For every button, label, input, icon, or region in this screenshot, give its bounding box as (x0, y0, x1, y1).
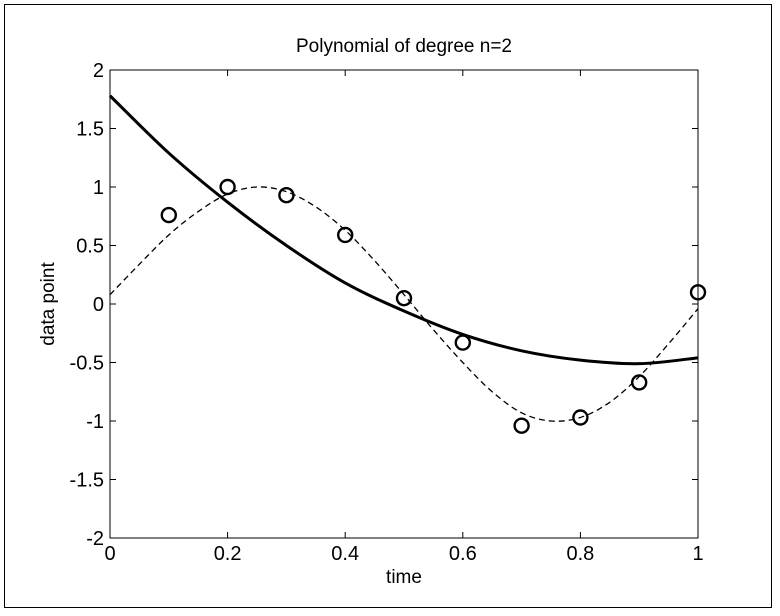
y-tick-label: -1.5 (70, 470, 104, 492)
y-tick-label: 1.5 (76, 119, 104, 141)
y-tick-label: 1 (93, 177, 104, 199)
data-point-marker (689, 284, 707, 301)
fitted-polynomial-curve (108, 94, 699, 366)
data-point-marker (631, 374, 648, 391)
data-point-marker (572, 409, 589, 426)
y-axis-title: data point (38, 262, 59, 346)
x-tick-label: 0.4 (331, 543, 359, 565)
y-tick-label: -2 (86, 528, 104, 550)
y-tick-label: -0.5 (70, 353, 104, 375)
y-tick-label: -1 (86, 411, 104, 433)
ticks-layer: 0 0.2 0.4 0.6 0.8 1 -2 -1.5 -1 -0.5 0 0.5 1 1.5 2 (70, 60, 704, 565)
series-layer (108, 94, 707, 434)
data-point-marker (513, 417, 530, 434)
x-tick-label: 0.6 (449, 543, 477, 565)
data-point-marker (278, 186, 295, 204)
x-axis-title: time (386, 567, 422, 588)
x-tick-label: 0.8 (566, 543, 594, 565)
x-tick-label: 1 (692, 543, 703, 565)
data-point-marker (337, 226, 354, 244)
x-tick-label: 0 (104, 543, 115, 565)
y-tick-label: 0 (93, 294, 104, 316)
y-tick-label: 2 (93, 60, 104, 82)
chart-title: Polynomial of degree n=2 (296, 36, 512, 57)
dashed-curve (109, 186, 699, 422)
y-tick-label: 0.5 (76, 236, 104, 258)
x-tick-label: 0.2 (214, 543, 242, 565)
data-point-marker (395, 289, 413, 307)
data-point-marker (160, 206, 178, 224)
